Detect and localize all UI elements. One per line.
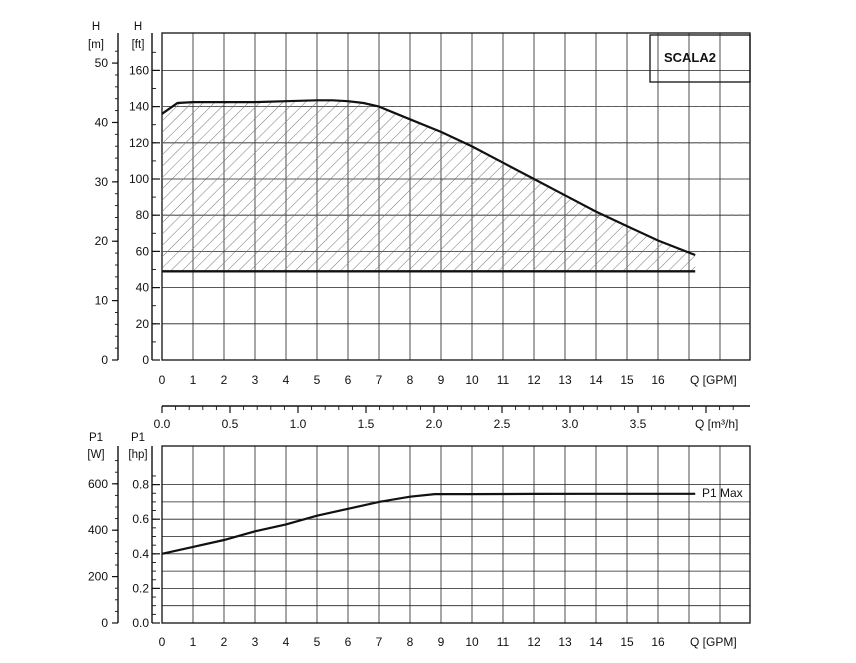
bottom-x-tick-label: 14 (589, 635, 603, 649)
bottom-chart-curve (161, 492, 696, 555)
top-right-tick-label: 80 (136, 208, 150, 222)
top-x-tick-label: 15 (620, 373, 634, 387)
top-left-tick-label: 30 (95, 175, 109, 189)
top-x-tick-label: 1 (190, 373, 197, 387)
bottom-x-tick-label: 9 (438, 635, 445, 649)
top-right-tick-label: 120 (129, 136, 149, 150)
top-left-axis-title: H (92, 21, 100, 33)
top-right-tick-label: 100 (129, 172, 149, 186)
bottom-left-tick-label: 200 (88, 570, 108, 584)
top-left-tick-label: 20 (95, 234, 109, 248)
bottom-x-tick-label: 10 (465, 635, 479, 649)
top-right-tick-label: 140 (129, 100, 149, 114)
bottom-left-tick-label: 400 (88, 523, 108, 537)
top-x-tick-label: 10 (465, 373, 479, 387)
bottom-left-tick-label: 600 (88, 477, 108, 491)
bottom-x-axis-label: Q [GPM] (690, 635, 737, 649)
legend-box-label: SCALA2 (664, 50, 716, 65)
bottom-right-tick-label: 0.2 (132, 581, 149, 595)
top-x-tick-label: 5 (314, 373, 321, 387)
bottom-right-tick-label: 0.6 (132, 512, 149, 526)
bottom-x-tick-label: 6 (345, 635, 352, 649)
top-x-tick-label: 2 (221, 373, 228, 387)
top-x-tick-label: 12 (527, 373, 541, 387)
top-x-tick-label: 14 (589, 373, 603, 387)
top-x-tick-label: 3 (252, 373, 259, 387)
top-right-tick-label: 20 (136, 317, 150, 331)
p1-max-curve (161, 492, 696, 555)
bottom-x-tick-label: 15 (620, 635, 634, 649)
flow-axis-tick-label: 0.5 (222, 417, 239, 431)
top-right-tick-label: 160 (129, 63, 149, 77)
top-x-tick-label: 11 (497, 373, 510, 387)
flow-axis-tick-label: 3.5 (630, 417, 647, 431)
flow-axis-tick-label: 0.0 (154, 417, 171, 431)
max-head-curve (161, 99, 696, 257)
top-x-axis-label: Q [GPM] (690, 373, 737, 387)
top-right-axis-unit: [ft] (132, 39, 145, 51)
bottom-left-axis-title: P1 (89, 432, 103, 444)
bottom-left-axis-unit: [W] (87, 449, 104, 461)
bottom-x-tick-label: 16 (651, 635, 665, 649)
top-right-axis-title: H (134, 21, 142, 33)
bottom-chart-frame (161, 445, 751, 624)
bottom-right-axis-unit: [hp] (128, 449, 147, 461)
bottom-x-tick-label: 4 (283, 635, 290, 649)
top-x-tick-label: 7 (376, 373, 383, 387)
top-x-tick-label: 6 (345, 373, 352, 387)
legend-box (649, 34, 751, 83)
bottom-right-axis-title: P1 (131, 432, 145, 444)
p1-max-series-label: P1 Max (702, 486, 743, 500)
top-left-tick-label: 50 (95, 56, 109, 70)
top-x-tick-label: 4 (283, 373, 290, 387)
bottom-x-tick-label: 0 (159, 635, 166, 649)
top-left-tick-label: 40 (95, 115, 109, 129)
top-x-tick-label: 8 (407, 373, 414, 387)
bottom-x-tick-label: 1 (190, 635, 197, 649)
top-right-tick-label: 0 (142, 353, 149, 367)
top-right-tick-label: 40 (136, 281, 150, 295)
bottom-x-tick-label: 8 (407, 635, 414, 649)
operating-range-hatch (162, 100, 696, 272)
flow-axis-tick-label: 3.0 (562, 417, 579, 431)
bottom-left-tick-label: 0 (101, 616, 108, 630)
top-right-tick-label: 60 (136, 244, 150, 258)
top-chart-area (161, 99, 750, 273)
bottom-right-tick-label: 0.4 (132, 547, 149, 561)
bottom-x-tick-label: 3 (252, 635, 259, 649)
top-x-tick-label: 13 (558, 373, 572, 387)
flow-axis-tick-label: 1.5 (358, 417, 375, 431)
bottom-x-tick-label: 2 (221, 635, 228, 649)
top-left-tick-label: 0 (101, 353, 108, 367)
flow-m3h-axis: 0.0 0.5 1.0 1.5 2.0 2.5 3.0 3.5 (154, 405, 750, 431)
flow-axis-tick-label: 2.5 (494, 417, 511, 431)
bottom-right-tick-label: 0.8 (132, 478, 149, 492)
bottom-right-tick-label: 0.0 (132, 616, 149, 630)
flow-axis-tick-label: 2.0 (426, 417, 443, 431)
mid-x-axis-label: Q [m³/h] (695, 417, 738, 431)
bottom-x-tick-label: 12 (527, 635, 541, 649)
top-left-tick-label: 10 (95, 294, 109, 308)
top-x-tick-label: 0 (159, 373, 166, 387)
bottom-x-tick-label: 11 (497, 635, 510, 649)
bottom-x-tick-label: 7 (376, 635, 383, 649)
bottom-chart-grid (161, 445, 751, 624)
top-x-tick-label: 16 (651, 373, 665, 387)
top-left-axis-unit: [m] (88, 39, 104, 51)
bottom-x-tick-label: 5 (314, 635, 321, 649)
bottom-x-tick-label: 13 (558, 635, 572, 649)
flow-axis-tick-label: 1.0 (290, 417, 307, 431)
top-x-tick-label: 9 (438, 373, 445, 387)
